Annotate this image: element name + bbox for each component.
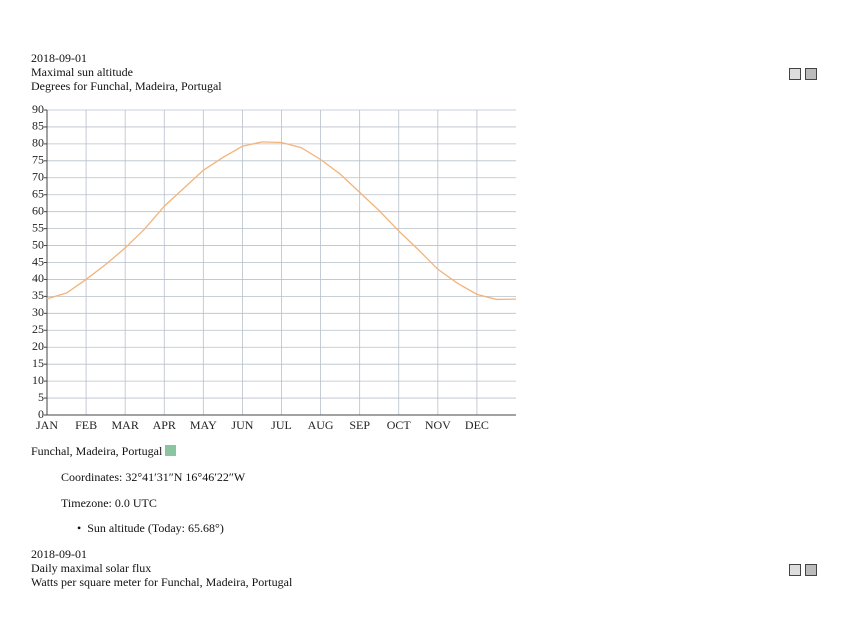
timezone: Timezone: 0.0 UTC (61, 496, 157, 510)
x-tick-label: DEC (465, 418, 489, 432)
chart-subtitle: Degrees for Funchal, Madeira, Portugal (31, 79, 222, 93)
x-tick-label: JAN (36, 418, 58, 432)
x-tick-label: FEB (75, 418, 97, 432)
y-tick-label: 55 (32, 220, 44, 234)
coordinates: Coordinates: 32°41′31″N 16°46′22″W (61, 470, 246, 484)
y-tick-label: 35 (32, 288, 44, 302)
table-icon[interactable] (805, 564, 817, 576)
y-tick-label: 45 (32, 254, 44, 268)
x-tick-label: OCT (387, 418, 412, 432)
y-tick-label: 25 (32, 322, 44, 336)
date: 2018-09-01 (31, 547, 87, 561)
list-item: • Sun altitude (Today: 65.68°) (77, 521, 224, 535)
line (46, 141, 517, 301)
x-tick-label: NOV (425, 418, 451, 432)
chart-title: Maximal sun altitude (31, 65, 133, 79)
y-tick-label: 10 (32, 373, 44, 387)
x-tick-label: JUN (231, 418, 253, 432)
y-tick-label: 80 (32, 136, 44, 150)
y-tick-label: 70 (32, 170, 44, 184)
y-tick-label: 15 (32, 356, 44, 370)
chart-title: Daily maximal solar flux (31, 561, 152, 575)
x-tick-label: AUG (308, 418, 334, 432)
location-name: Funchal, Madeira, Portugal (31, 444, 177, 458)
map-icon[interactable] (165, 445, 177, 456)
y-tick-label: 0 (38, 407, 44, 421)
x-tick-label: SEP (349, 418, 370, 432)
list-item-text: Sun altitude (Today: 65.68°) (87, 521, 224, 535)
y-tick-label: 20 (32, 339, 44, 353)
y-tick-label: 90 (32, 102, 44, 116)
date: 2018-09-01 (31, 51, 87, 65)
y-tick-label: 30 (32, 305, 44, 319)
x-tick-label: MAY (190, 418, 217, 432)
y-tick-label: 5 (38, 390, 44, 404)
y-tick-label: 75 (32, 153, 44, 167)
y-tick-label: 60 (32, 203, 44, 217)
y-tick-label: 65 (32, 186, 44, 200)
chart: 0 5 10 15 20 25 30 35 40 45 50 55 60 65 70 75 80 85 90 JAN F… (32, 102, 517, 432)
table-icon[interactable] (805, 68, 817, 80)
y-tick-label: 85 (32, 119, 44, 133)
save-icon[interactable] (789, 564, 801, 576)
x-tick-label: APR (153, 418, 176, 432)
save-icon[interactable] (789, 68, 801, 80)
y-tick-label: 40 (32, 271, 44, 285)
chart-subtitle: Watts per square meter for Funchal, Made… (31, 575, 293, 589)
x-tick-label: MAR (111, 418, 138, 432)
location-name-text: Funchal, Madeira, Portugal (31, 444, 163, 458)
y-tick-label: 50 (32, 237, 44, 251)
x-tick-label: JUL (271, 418, 292, 432)
